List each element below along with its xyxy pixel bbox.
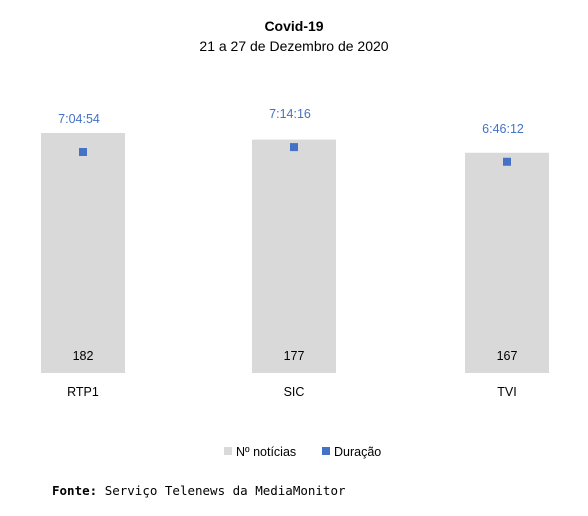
bar-value-label: 177: [284, 349, 305, 363]
points-layer: [79, 143, 511, 166]
category-label: RTP1: [67, 385, 99, 399]
category-label: TVI: [497, 385, 516, 399]
duration-label: 6:46:12: [482, 122, 524, 136]
legend-label-duration: Duração: [334, 445, 381, 459]
category-label: SIC: [284, 385, 305, 399]
bar-rtp1: [41, 133, 125, 373]
duration-point-rtp1: [79, 148, 87, 156]
source-note: Fonte: Serviço Telenews da MediaMonitor: [52, 483, 346, 498]
bar-tvi: [465, 152, 549, 373]
bars-layer: [41, 133, 549, 373]
chart-subtitle: 21 a 27 de Dezembro de 2020: [199, 38, 388, 54]
duration-label: 7:14:16: [269, 107, 311, 121]
legend-label-news-count: Nº notícias: [236, 445, 296, 459]
legend: Nº notícias Duração: [224, 445, 381, 459]
legend-swatch-duration: [322, 447, 330, 455]
bar-sic: [252, 139, 336, 373]
duration-label: 7:04:54: [58, 112, 100, 126]
duration-point-tvi: [503, 157, 511, 166]
source-text: Serviço Telenews da MediaMonitor: [104, 483, 346, 498]
bar-value-label: 182: [73, 349, 94, 363]
labels-layer: 182 RTP1 7:04:54 177 SIC 7:14:16 167 TVI 6:46:12: [58, 107, 524, 399]
duration-point-sic: [290, 143, 298, 152]
source-label: Fonte:: [52, 483, 98, 498]
legend-swatch-news-count: [224, 447, 232, 455]
chart-title: Covid-19: [264, 18, 323, 34]
bar-value-label: 167: [497, 349, 518, 363]
